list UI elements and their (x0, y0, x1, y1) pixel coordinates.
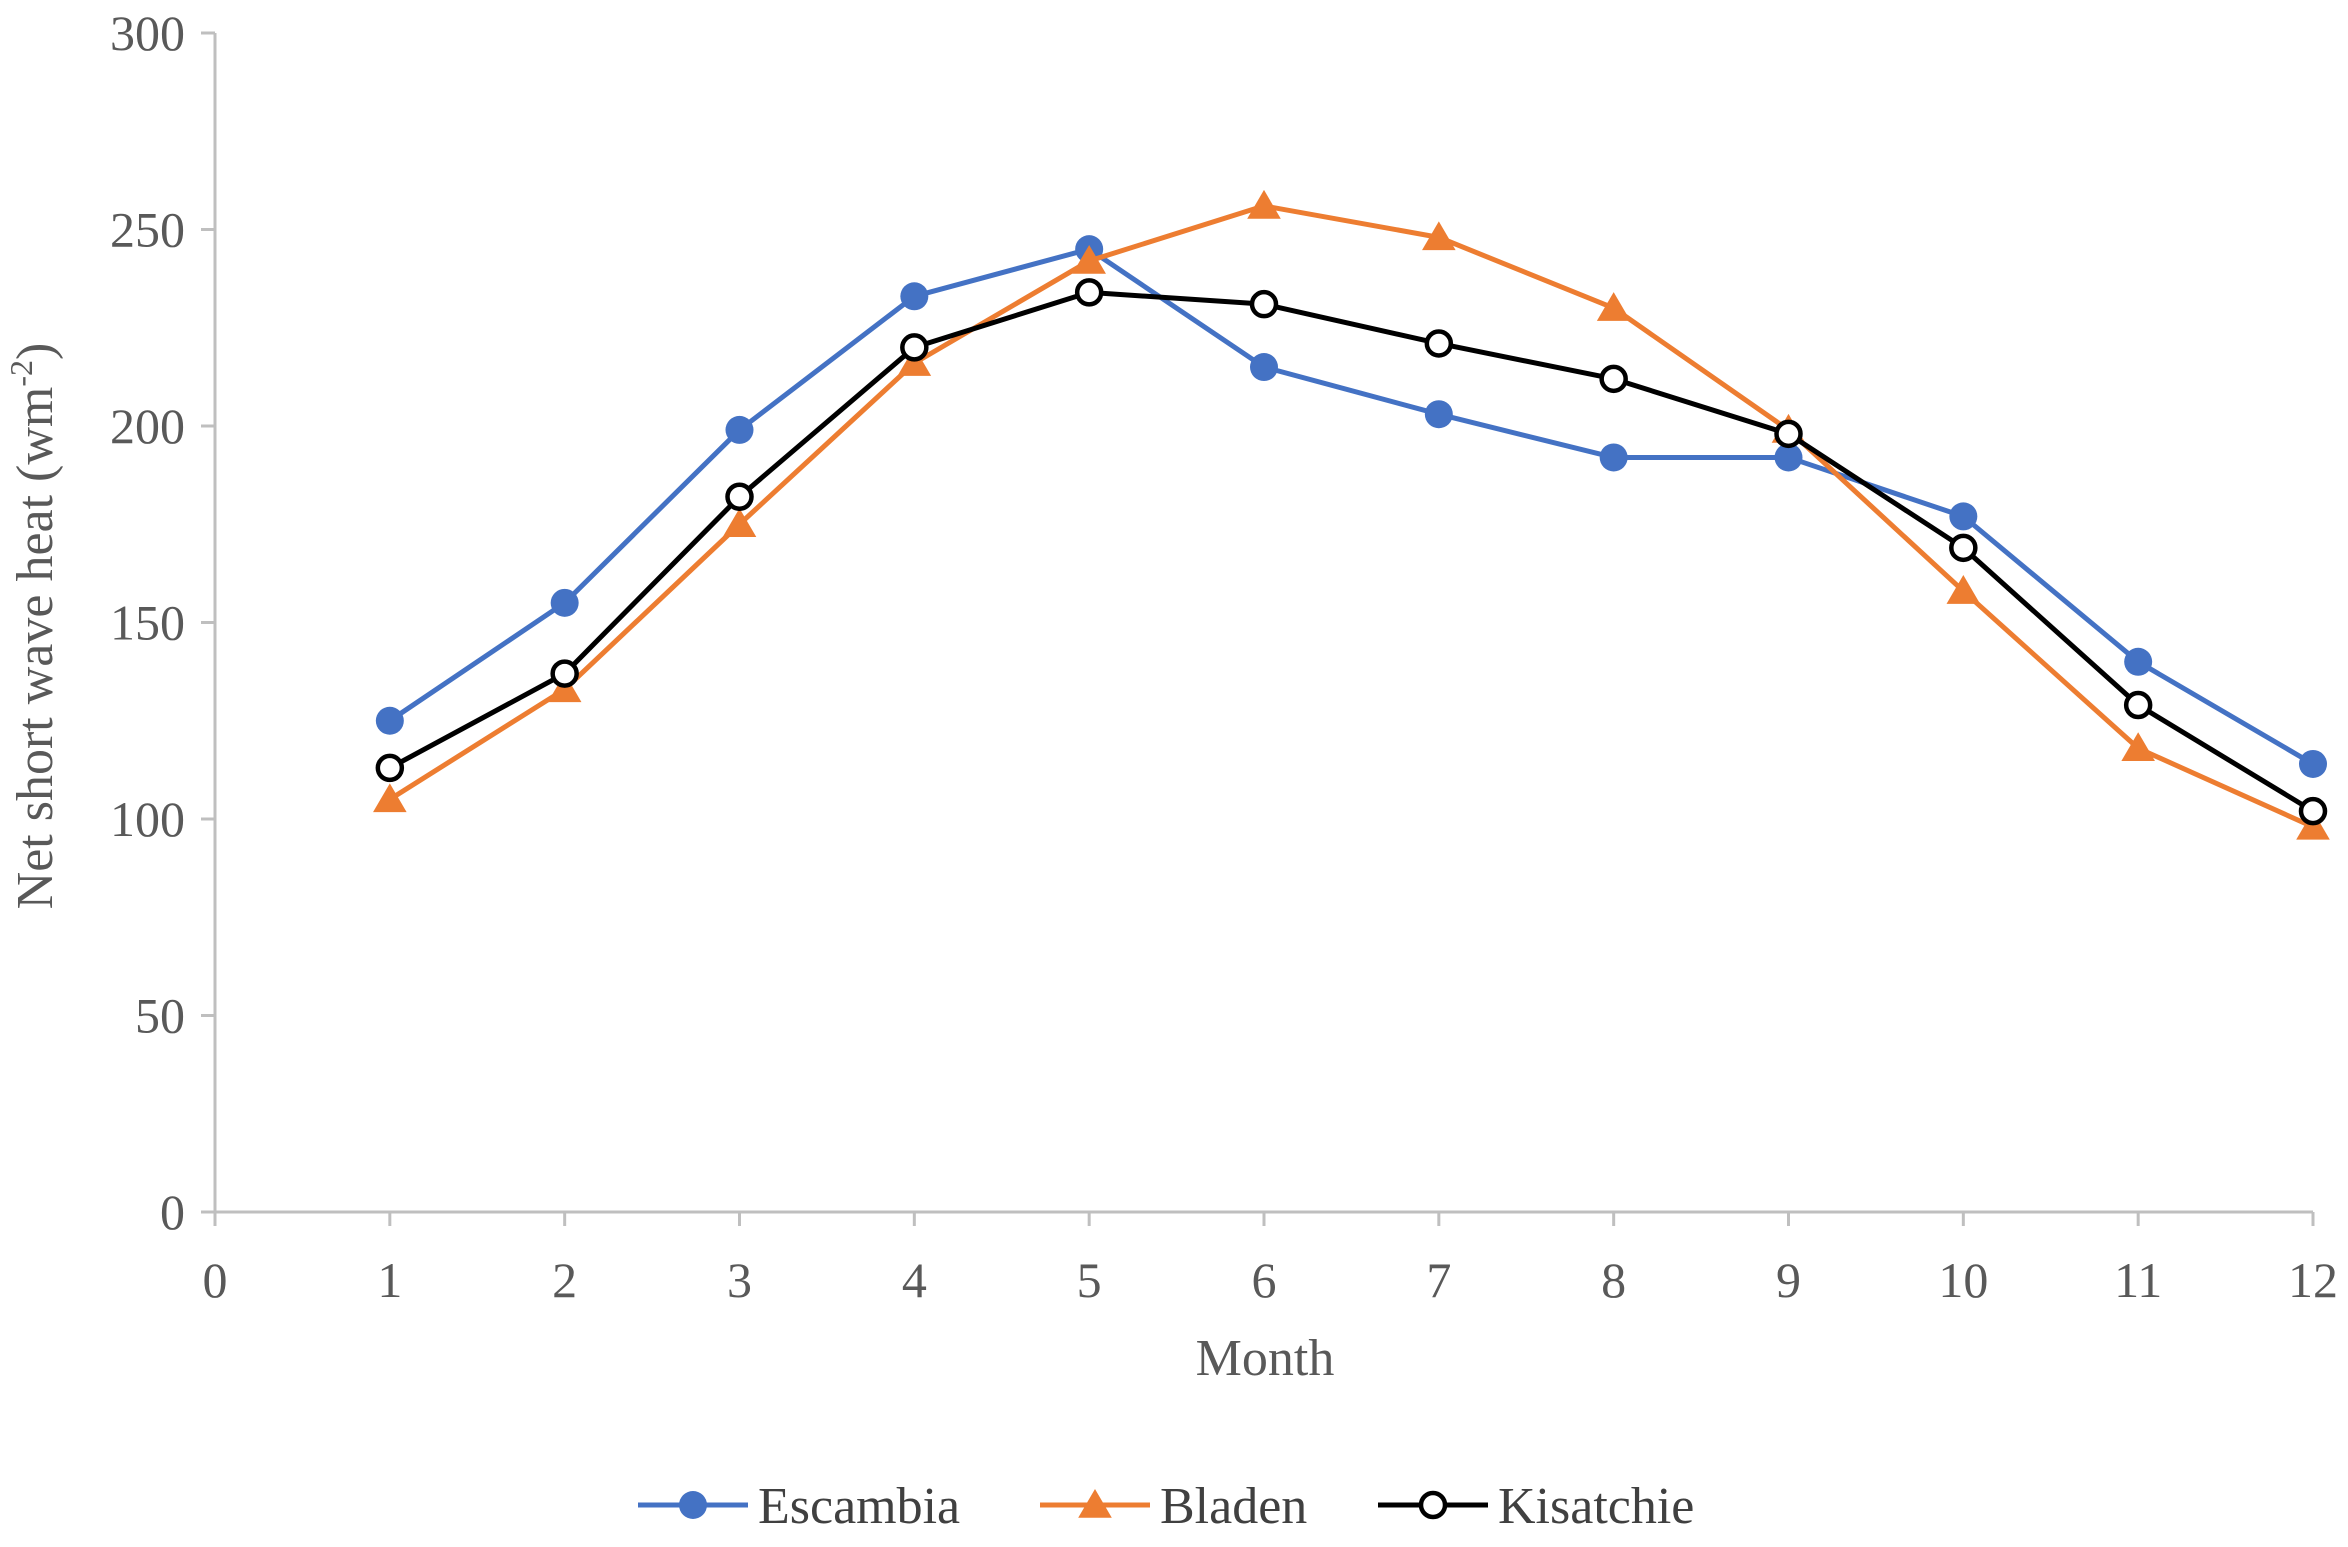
x-tick-label: 11 (2114, 1252, 2162, 1308)
data-point-bladen (1072, 244, 1106, 274)
data-point-kisatchie (900, 333, 929, 362)
data-point-kisatchie (1599, 364, 1628, 394)
x-tick-label: 1 (377, 1252, 402, 1308)
data-point-kisatchie (1424, 329, 1454, 358)
x-tick-label: 4 (902, 1252, 927, 1308)
legend-item-bladen: Bladen (1040, 1478, 1307, 1535)
y-tick-label: 200 (110, 398, 185, 454)
x-tick-label: 10 (1938, 1252, 1988, 1308)
y-tick-label: 300 (110, 5, 185, 61)
y-tick-label: 250 (110, 202, 185, 258)
y-tick-label: 50 (135, 988, 185, 1044)
data-point-bladen (1596, 292, 1631, 321)
legend-item-escambia: Escambia (638, 1478, 960, 1535)
series-line-kisatchie (388, 289, 2315, 814)
x-tick-label: 8 (1601, 1252, 1626, 1308)
x-tick-label: 5 (1077, 1252, 1102, 1308)
legend: Escambia Bladen Kisatchie (638, 1478, 1694, 1535)
x-tick-label: 7 (1426, 1252, 1451, 1308)
y-axis-title: Net short wave heat (wm-2) (3, 343, 64, 910)
data-point-escambia (725, 415, 754, 444)
x-axis-title: Month (1196, 1330, 1335, 1387)
data-point-escambia (1774, 443, 1803, 472)
y-axis-title-close: ) (7, 343, 64, 360)
data-point-kisatchie (550, 659, 579, 688)
data-point-kisatchie (1074, 278, 1104, 307)
data-point-escambia (1250, 353, 1278, 382)
data-point-bladen (2121, 732, 2155, 762)
x-tick-label: 0 (203, 1252, 228, 1308)
series-line-escambia (388, 246, 2315, 767)
x-tick-label: 9 (1776, 1252, 1801, 1308)
data-point-escambia (1949, 502, 1978, 531)
data-point-escambia (1599, 443, 1628, 472)
legend-label-bladen: Bladen (1160, 1478, 1307, 1535)
series-line-bladen (388, 203, 2315, 830)
data-point-bladen (1422, 221, 1456, 251)
data-point-escambia (1424, 400, 1453, 429)
y-tick-label: 0 (160, 1184, 185, 1240)
x-axis: 0 1 2 3 4 5 6 7 8 9 10 11 12 (203, 1210, 2338, 1308)
legend-marker-bladen (1078, 1489, 1112, 1518)
legend-marker-kisatchie (1418, 1490, 1448, 1520)
y-tick-label: 150 (110, 595, 185, 651)
plot-series (373, 189, 2330, 840)
data-point-escambia (2299, 749, 2327, 778)
data-point-kisatchie (725, 482, 754, 511)
data-point-bladen (722, 508, 757, 538)
data-point-bladen (373, 783, 407, 813)
legend-label-kisatchie: Kisatchie (1498, 1478, 1694, 1535)
data-point-escambia (900, 282, 929, 311)
x-tick-label: 6 (1252, 1252, 1277, 1308)
y-axis-title-superscript: -2 (3, 360, 39, 387)
legend-marker-escambia (679, 1491, 707, 1519)
data-point-kisatchie (1774, 419, 1803, 449)
series-bladen (373, 189, 2330, 840)
data-point-kisatchie (2298, 796, 2328, 826)
x-tick-label: 2 (552, 1252, 577, 1308)
series-kisatchie (375, 278, 2328, 826)
y-axis-title-main: Net short wave heat (wm (7, 387, 64, 910)
legend-item-kisatchie: Kisatchie (1378, 1478, 1694, 1535)
data-point-kisatchie (1949, 533, 1978, 563)
data-point-kisatchie (2123, 690, 2153, 720)
data-point-bladen (1247, 189, 1281, 219)
y-axis: 0 50 100 150 200 250 300 (110, 5, 217, 1240)
y-tick-label: 100 (110, 791, 185, 847)
data-point-bladen (1946, 575, 1981, 604)
data-point-kisatchie (375, 753, 405, 783)
x-tick-label: 12 (2288, 1252, 2338, 1308)
x-tick-label: 3 (727, 1252, 752, 1308)
data-point-escambia (2124, 647, 2153, 676)
data-point-escambia (375, 706, 404, 735)
series-escambia (375, 235, 2327, 778)
data-point-kisatchie (1249, 289, 1279, 319)
legend-label-escambia: Escambia (758, 1478, 960, 1535)
data-point-escambia (550, 588, 579, 617)
